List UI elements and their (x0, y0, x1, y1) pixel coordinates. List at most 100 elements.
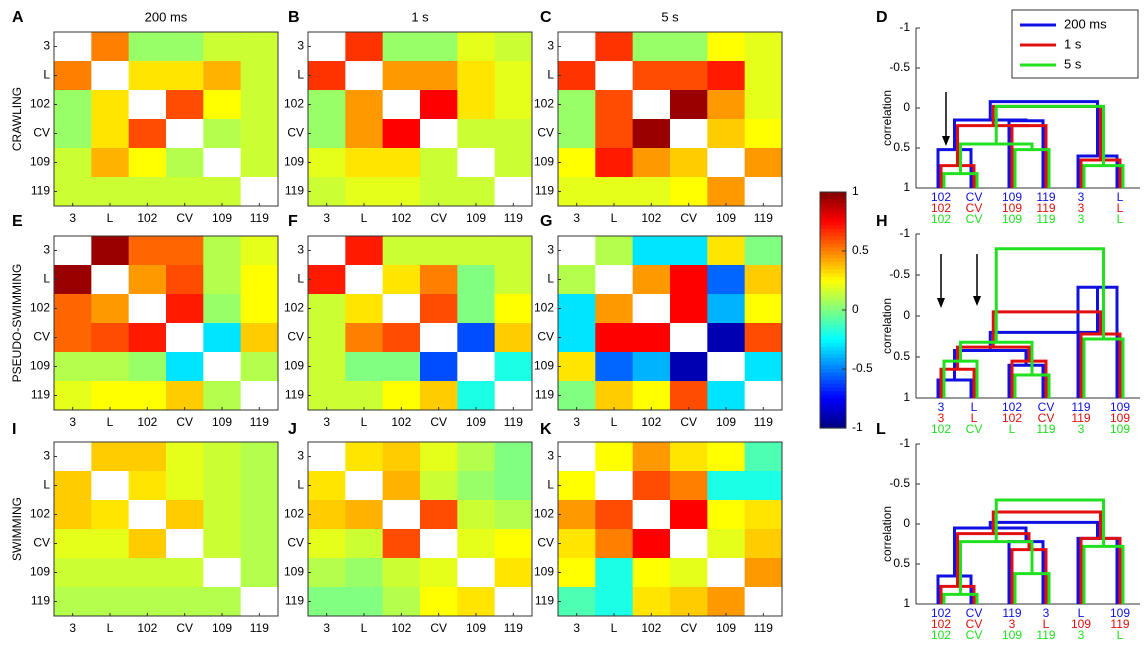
heatmap-B-cell-2-2 (382, 90, 421, 120)
row-title-0: CRAWLING (10, 87, 24, 151)
heatmap-F-cell-0-5 (494, 236, 533, 266)
heatmap-A-cell-5-2 (128, 177, 167, 207)
heatmap-C-cell-3-5 (744, 119, 783, 149)
heatmap-C-frame (557, 31, 783, 207)
heatmap-C-cell-4-3 (670, 148, 708, 178)
heatmap-K-ylabel-0: 3 (547, 449, 554, 463)
heatmap-G-cell-0-1 (595, 236, 634, 266)
dendrogram-H-leaf-2-1: CV (966, 422, 983, 436)
heatmap-I-cell-5-2 (128, 587, 167, 617)
heatmap-E-cell-5-5 (240, 381, 279, 411)
dendrogram-1-tick-label-4: 1 (903, 390, 910, 404)
heatmap-J-cell-2-4 (457, 500, 496, 530)
dendrogram-H-leaf-2-5: 109 (1110, 422, 1130, 436)
colorbar-segment-20 (820, 265, 846, 271)
heatmap-B-cell-1-1 (345, 61, 384, 91)
colorbar-segment-48 (820, 369, 846, 374)
colorbar-segment-28 (820, 295, 846, 300)
heatmap-G-cell-5-3 (670, 381, 708, 411)
heatmap-E-cell-1-0 (54, 265, 92, 295)
heatmap-A-cell-5-1 (91, 177, 130, 207)
heatmap-K-cell-0-1 (595, 442, 634, 472)
colorbar-tick-label-3: -0.5 (852, 361, 873, 375)
heatmap-A-cell-1-4 (203, 61, 242, 91)
dendrogram-H-leaf-2-3: 119 (1036, 422, 1055, 436)
heatmap-J-cell-0-3 (420, 442, 458, 472)
dendrogram-0-tick-label-4: 1 (903, 180, 910, 194)
heatmap-F-frame (307, 235, 533, 411)
heatmap-K-cell-4-2 (632, 558, 671, 588)
heatmap-J-cell-3-4 (457, 529, 496, 559)
heatmap-C-cell-3-1 (595, 119, 634, 149)
heatmap-G-cell-4-1 (595, 352, 634, 382)
heatmap-K-cell-1-4 (707, 471, 746, 501)
heatmap-K-xlabel-3: CV (680, 621, 697, 635)
heatmap-K-xlabel-2: 102 (641, 621, 661, 635)
dendrogram-1-tick-label-3: 0.5 (893, 349, 910, 363)
heatmap-C-cell-5-4 (707, 177, 746, 207)
dendrogram-L-leaf-0-0: 102 (931, 606, 951, 620)
colorbar-segment-21 (820, 269, 846, 274)
colorbar-tick-label-0: 1 (852, 184, 859, 198)
heatmap-E-cell-3-1 (91, 323, 130, 353)
panel-letter-B: B (288, 9, 300, 26)
heatmap-B-cell-3-3 (420, 119, 458, 149)
heatmap-K-cell-4-0 (558, 558, 596, 588)
colorbar-segment-29 (820, 298, 846, 304)
heatmap-E-ylabel-3: CV (33, 330, 50, 344)
heatmap-I-cell-4-5 (240, 558, 279, 588)
heatmap-F-xlabel-0: 3 (323, 415, 330, 429)
heatmap-G-cell-4-0 (558, 352, 596, 382)
heatmap-F-xlabel-2: 102 (391, 415, 411, 429)
heatmap-J-cell-0-2 (382, 442, 421, 472)
heatmap-E-cell-3-4 (203, 323, 242, 353)
dendrogram-D-leaf-2-0: 102 (931, 212, 951, 226)
heatmap-E-cell-1-4 (203, 265, 242, 295)
heatmap-B-cell-5-4 (457, 177, 496, 207)
heatmap-A-cell-0-0 (54, 32, 92, 62)
heatmap-B (307, 31, 533, 207)
heatmap-C-cell-0-1 (595, 32, 634, 62)
heatmap-I-cell-4-1 (91, 558, 130, 588)
heatmap-I-cell-4-3 (166, 558, 204, 588)
heatmap-C-cell-2-2 (632, 90, 671, 120)
heatmap-C-cell-4-5 (744, 148, 783, 178)
heatmap-B-cell-3-4 (457, 119, 496, 149)
heatmap-I-cell-4-2 (128, 558, 167, 588)
heatmap-I-cell-5-1 (91, 587, 130, 617)
heatmap-J-cell-4-2 (382, 558, 421, 588)
heatmap-F-ylabel-3: CV (287, 330, 304, 344)
heatmap-E-cell-3-3 (166, 323, 204, 353)
heatmap-G-cell-1-1 (595, 265, 634, 295)
heatmap-F-cell-1-2 (382, 265, 421, 295)
heatmap-G-ylabel-5: 119 (535, 388, 554, 402)
heatmap-E-cell-0-2 (128, 236, 167, 266)
heatmap-E-cell-1-2 (128, 265, 167, 295)
colorbar-segment-36 (820, 324, 846, 330)
heatmap-B-cell-1-2 (382, 61, 421, 91)
heatmap-B-cell-1-5 (494, 61, 533, 91)
heatmap-K-cell-3-4 (707, 529, 746, 559)
heatmap-A-cell-5-0 (54, 177, 92, 207)
heatmap-J-cell-4-1 (345, 558, 384, 588)
heatmap-A-cell-3-4 (203, 119, 242, 149)
heatmap-I-ylabel-4: 109 (30, 565, 50, 579)
heatmap-B-cell-4-4 (457, 148, 496, 178)
heatmap-J-cell-2-2 (382, 500, 421, 530)
heatmap-B-frame (307, 31, 533, 207)
panel-letter-I: I (12, 421, 16, 438)
heatmap-E-cell-0-5 (240, 236, 279, 266)
heatmap-B-cell-1-4 (457, 61, 496, 91)
dendrogram-D-leaf-2-5: L (1117, 212, 1124, 226)
dendrogram-H-leaf-0-1: L (971, 400, 978, 414)
colorbar-segment-14 (820, 243, 846, 248)
heatmap-A-cell-4-2 (128, 148, 167, 178)
dendrogram-0-ylabel: correlation (880, 90, 894, 146)
heatmap-G-cell-1-3 (670, 265, 708, 295)
heatmap-J-ylabel-0: 3 (297, 449, 304, 463)
heatmap-A-cell-0-3 (166, 32, 204, 62)
heatmap-B-cell-3-2 (382, 119, 421, 149)
heatmap-A-cell-2-4 (203, 90, 242, 120)
heatmap-K-cell-1-3 (670, 471, 708, 501)
